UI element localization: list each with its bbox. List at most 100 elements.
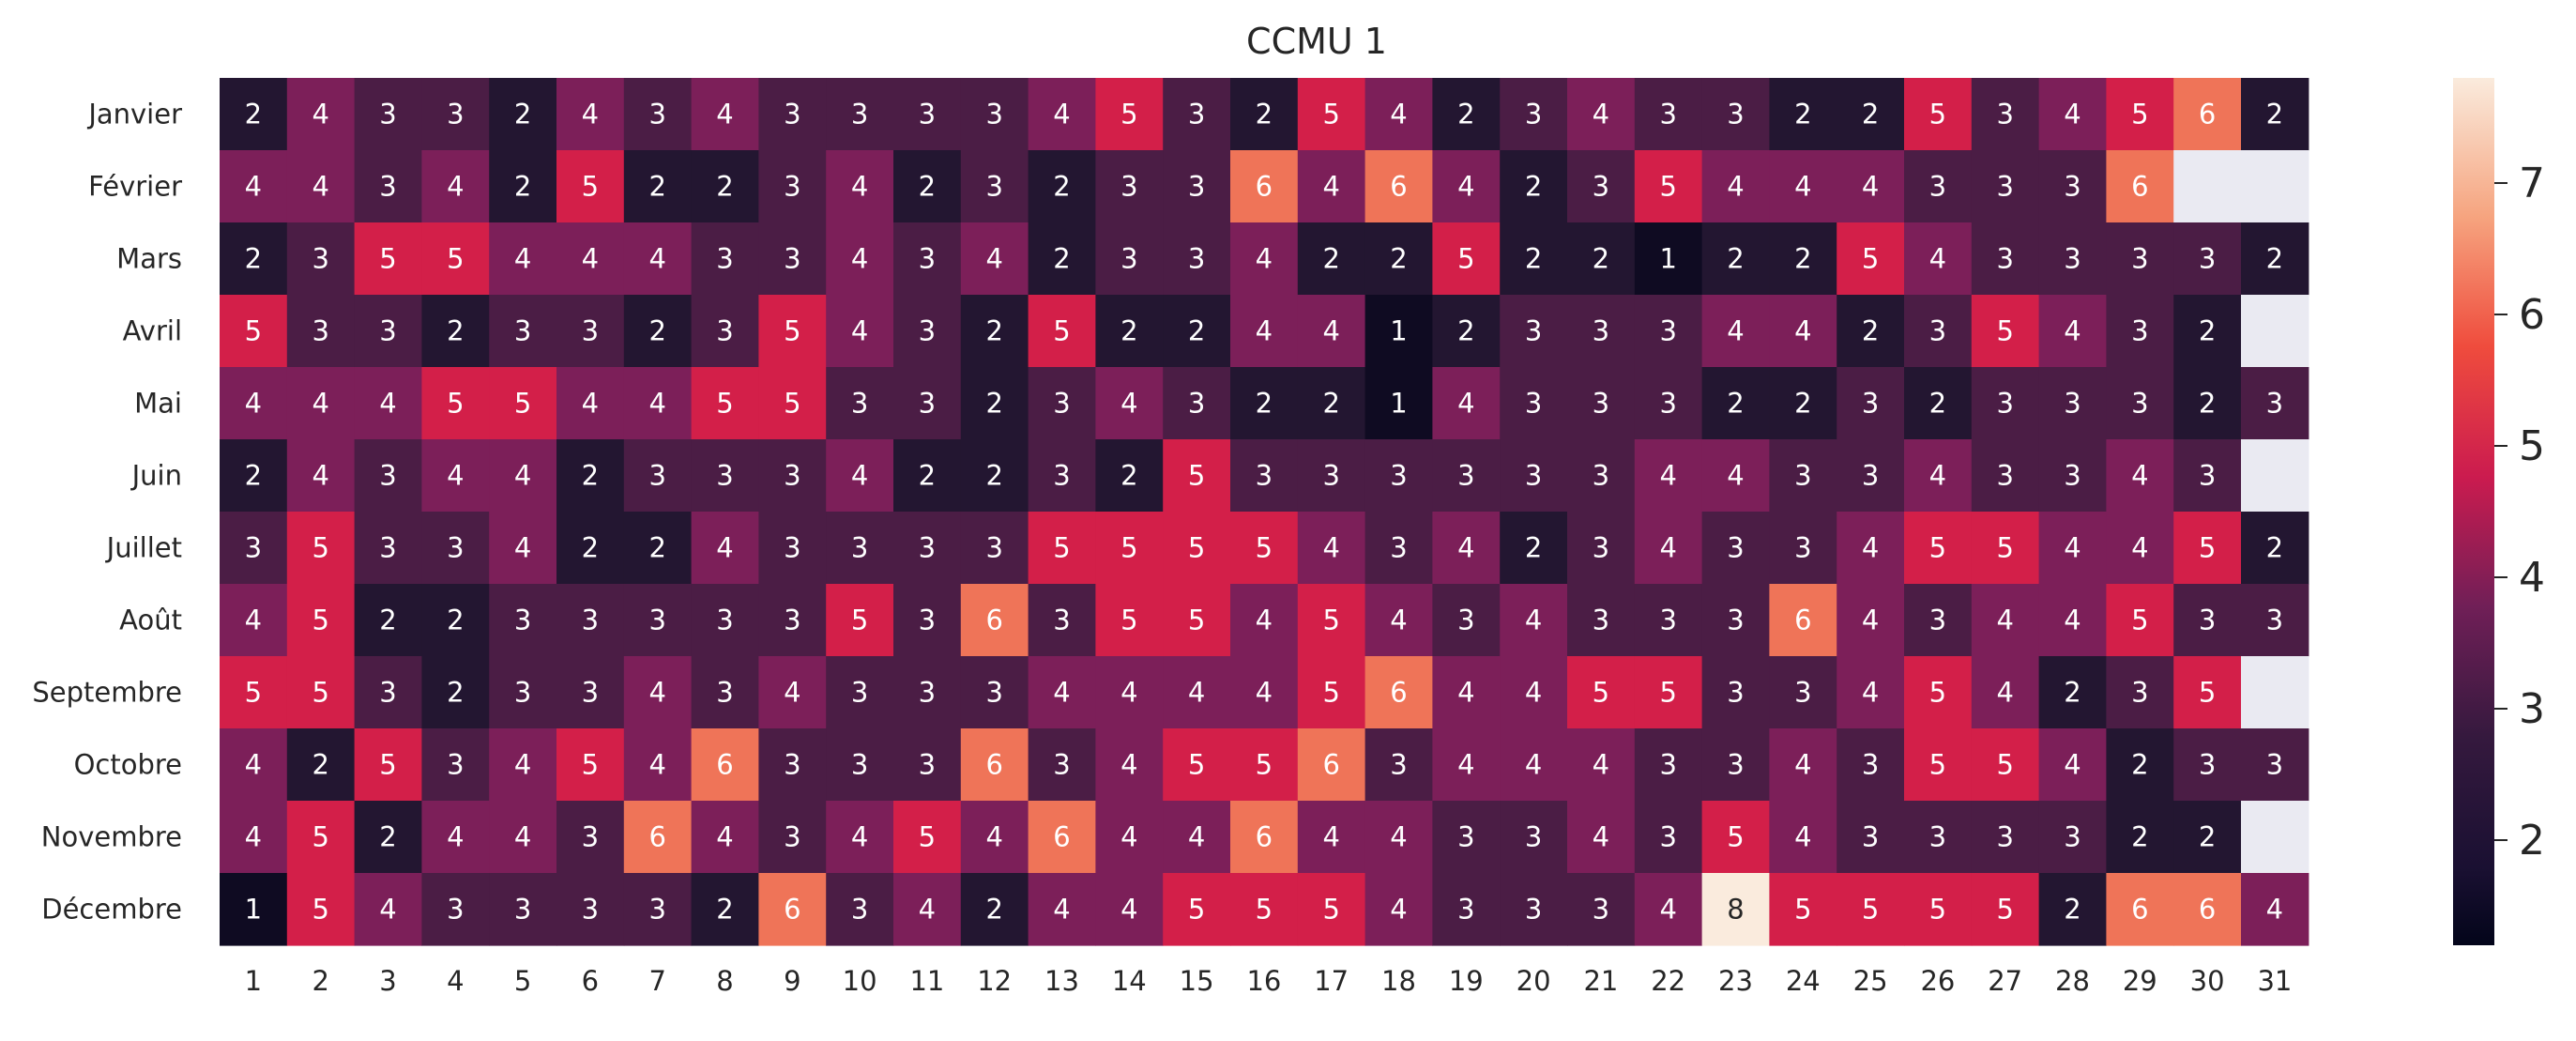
heatmap-cell xyxy=(1297,295,1366,368)
heatmap-cell xyxy=(1028,873,1096,946)
cell-value-label: 5 xyxy=(1996,894,2013,926)
cell-value-label: 4 xyxy=(1929,243,1946,275)
heatmap-cell xyxy=(1500,150,1568,223)
cell-value-label: 5 xyxy=(312,532,328,564)
heatmap-cell xyxy=(2106,873,2174,946)
day-label: 7 xyxy=(648,965,665,997)
heatmap-cell xyxy=(691,439,759,513)
heatmap-cell xyxy=(1432,78,1501,151)
day-label: 14 xyxy=(1112,965,1147,997)
cell-value-label: 5 xyxy=(447,243,464,275)
heatmap-cell-empty xyxy=(2241,150,2309,223)
cell-value-label: 3 xyxy=(514,677,531,709)
heatmap-cell xyxy=(1701,801,1770,874)
heatmap-cell xyxy=(2038,728,2107,802)
cell-value-label: 4 xyxy=(2064,605,2081,636)
heatmap-cell xyxy=(1028,512,1096,585)
heatmap-cell xyxy=(1095,801,1164,874)
heatmap-cell xyxy=(354,656,422,729)
colorbar-tick-label: 3 xyxy=(2519,685,2545,733)
cell-value-label: 3 xyxy=(1390,532,1407,564)
heatmap-cell xyxy=(623,222,693,296)
heatmap-cell xyxy=(2173,873,2242,946)
heatmap-cell xyxy=(1230,656,1299,729)
cell-value-label: 6 xyxy=(1322,749,1339,781)
heatmap-cell xyxy=(826,222,894,296)
cell-value-label: 3 xyxy=(1188,171,1205,203)
cell-value-label: 4 xyxy=(1457,677,1474,709)
cell-value-label: 4 xyxy=(1390,605,1407,636)
month-label: Février xyxy=(88,171,182,203)
cell-value-label: 3 xyxy=(919,532,936,564)
cell-value-label: 6 xyxy=(2131,894,2148,926)
day-label: 15 xyxy=(1180,965,1214,997)
cell-value-label: 4 xyxy=(312,460,328,492)
cell-value-label: 3 xyxy=(1862,388,1879,420)
heatmap-cell xyxy=(1701,512,1770,585)
heatmap-cell xyxy=(1769,728,1837,802)
heatmap-cell xyxy=(220,512,288,585)
cell-value-label: 4 xyxy=(2131,532,2148,564)
cell-value-label: 2 xyxy=(985,388,1002,420)
cell-value-label: 4 xyxy=(1322,532,1339,564)
cell-value-label: 2 xyxy=(985,315,1002,347)
cell-value-label: 5 xyxy=(312,677,328,709)
cell-value-label: 3 xyxy=(1593,171,1609,203)
heatmap-cell xyxy=(691,222,759,296)
cell-value-label: 5 xyxy=(1659,677,1676,709)
heatmap-cell xyxy=(826,512,894,585)
cell-value-label: 5 xyxy=(1188,605,1205,636)
heatmap-cell xyxy=(2106,367,2174,440)
cell-value-label: 3 xyxy=(1525,388,1542,420)
heatmap-cell xyxy=(826,801,894,874)
month-label: Décembre xyxy=(41,894,182,926)
cell-value-label: 3 xyxy=(1862,821,1879,853)
heatmap-cell xyxy=(1364,873,1433,946)
cell-value-label: 3 xyxy=(985,532,1002,564)
heatmap-cell xyxy=(893,512,962,585)
cell-value-label: 3 xyxy=(1659,749,1676,781)
heatmap-cell xyxy=(2106,801,2174,874)
cell-value-label: 3 xyxy=(1525,460,1542,492)
cell-value-label: 2 xyxy=(648,532,665,564)
cell-value-label: 3 xyxy=(648,894,665,926)
heatmap-cell-empty xyxy=(2241,801,2309,874)
cell-value-label: 3 xyxy=(1457,821,1474,853)
cell-value-label: 3 xyxy=(1256,460,1273,492)
heatmap-cell xyxy=(2106,78,2174,151)
day-label: 30 xyxy=(2190,965,2225,997)
cell-value-label: 2 xyxy=(985,894,1002,926)
heatmap-cell xyxy=(1095,873,1164,946)
heatmap-cell xyxy=(960,584,1029,657)
heatmap-cell xyxy=(354,873,422,946)
heatmap-cell xyxy=(421,78,490,151)
cell-value-label: 3 xyxy=(2131,315,2148,347)
heatmap-cell xyxy=(1364,801,1433,874)
cell-value-label: 2 xyxy=(1929,388,1946,420)
heatmap-cell xyxy=(691,367,759,440)
cell-value-label: 5 xyxy=(1188,894,1205,926)
cell-value-label: 3 xyxy=(985,99,1002,130)
cell-value-label: 6 xyxy=(648,821,665,853)
cell-value-label: 3 xyxy=(514,605,531,636)
cell-value-label: 3 xyxy=(312,243,328,275)
cell-value-label: 5 xyxy=(2199,677,2216,709)
heatmap-cell xyxy=(2106,439,2174,513)
cell-value-label: 3 xyxy=(1120,243,1137,275)
heatmap-cell xyxy=(1163,222,1231,296)
colorbar: 2 3 4 5 6 7 xyxy=(2453,78,2545,945)
cell-value-label: 2 xyxy=(1794,243,1811,275)
heatmap-cell xyxy=(1432,222,1501,296)
heatmap-cell xyxy=(556,801,625,874)
heatmap-cell xyxy=(286,222,356,296)
heatmap-cell xyxy=(960,728,1029,802)
cell-value-label: 4 xyxy=(1727,315,1744,347)
cell-value-label: 3 xyxy=(1390,460,1407,492)
cell-value-label: 3 xyxy=(2064,388,2081,420)
heatmap-cell xyxy=(1769,584,1837,657)
cell-value-label: 3 xyxy=(1862,460,1879,492)
cell-value-label: 2 xyxy=(2199,388,2216,420)
cell-value-label: 5 xyxy=(1188,532,1205,564)
day-label: 22 xyxy=(1651,965,1685,997)
cell-value-label: 3 xyxy=(919,99,936,130)
